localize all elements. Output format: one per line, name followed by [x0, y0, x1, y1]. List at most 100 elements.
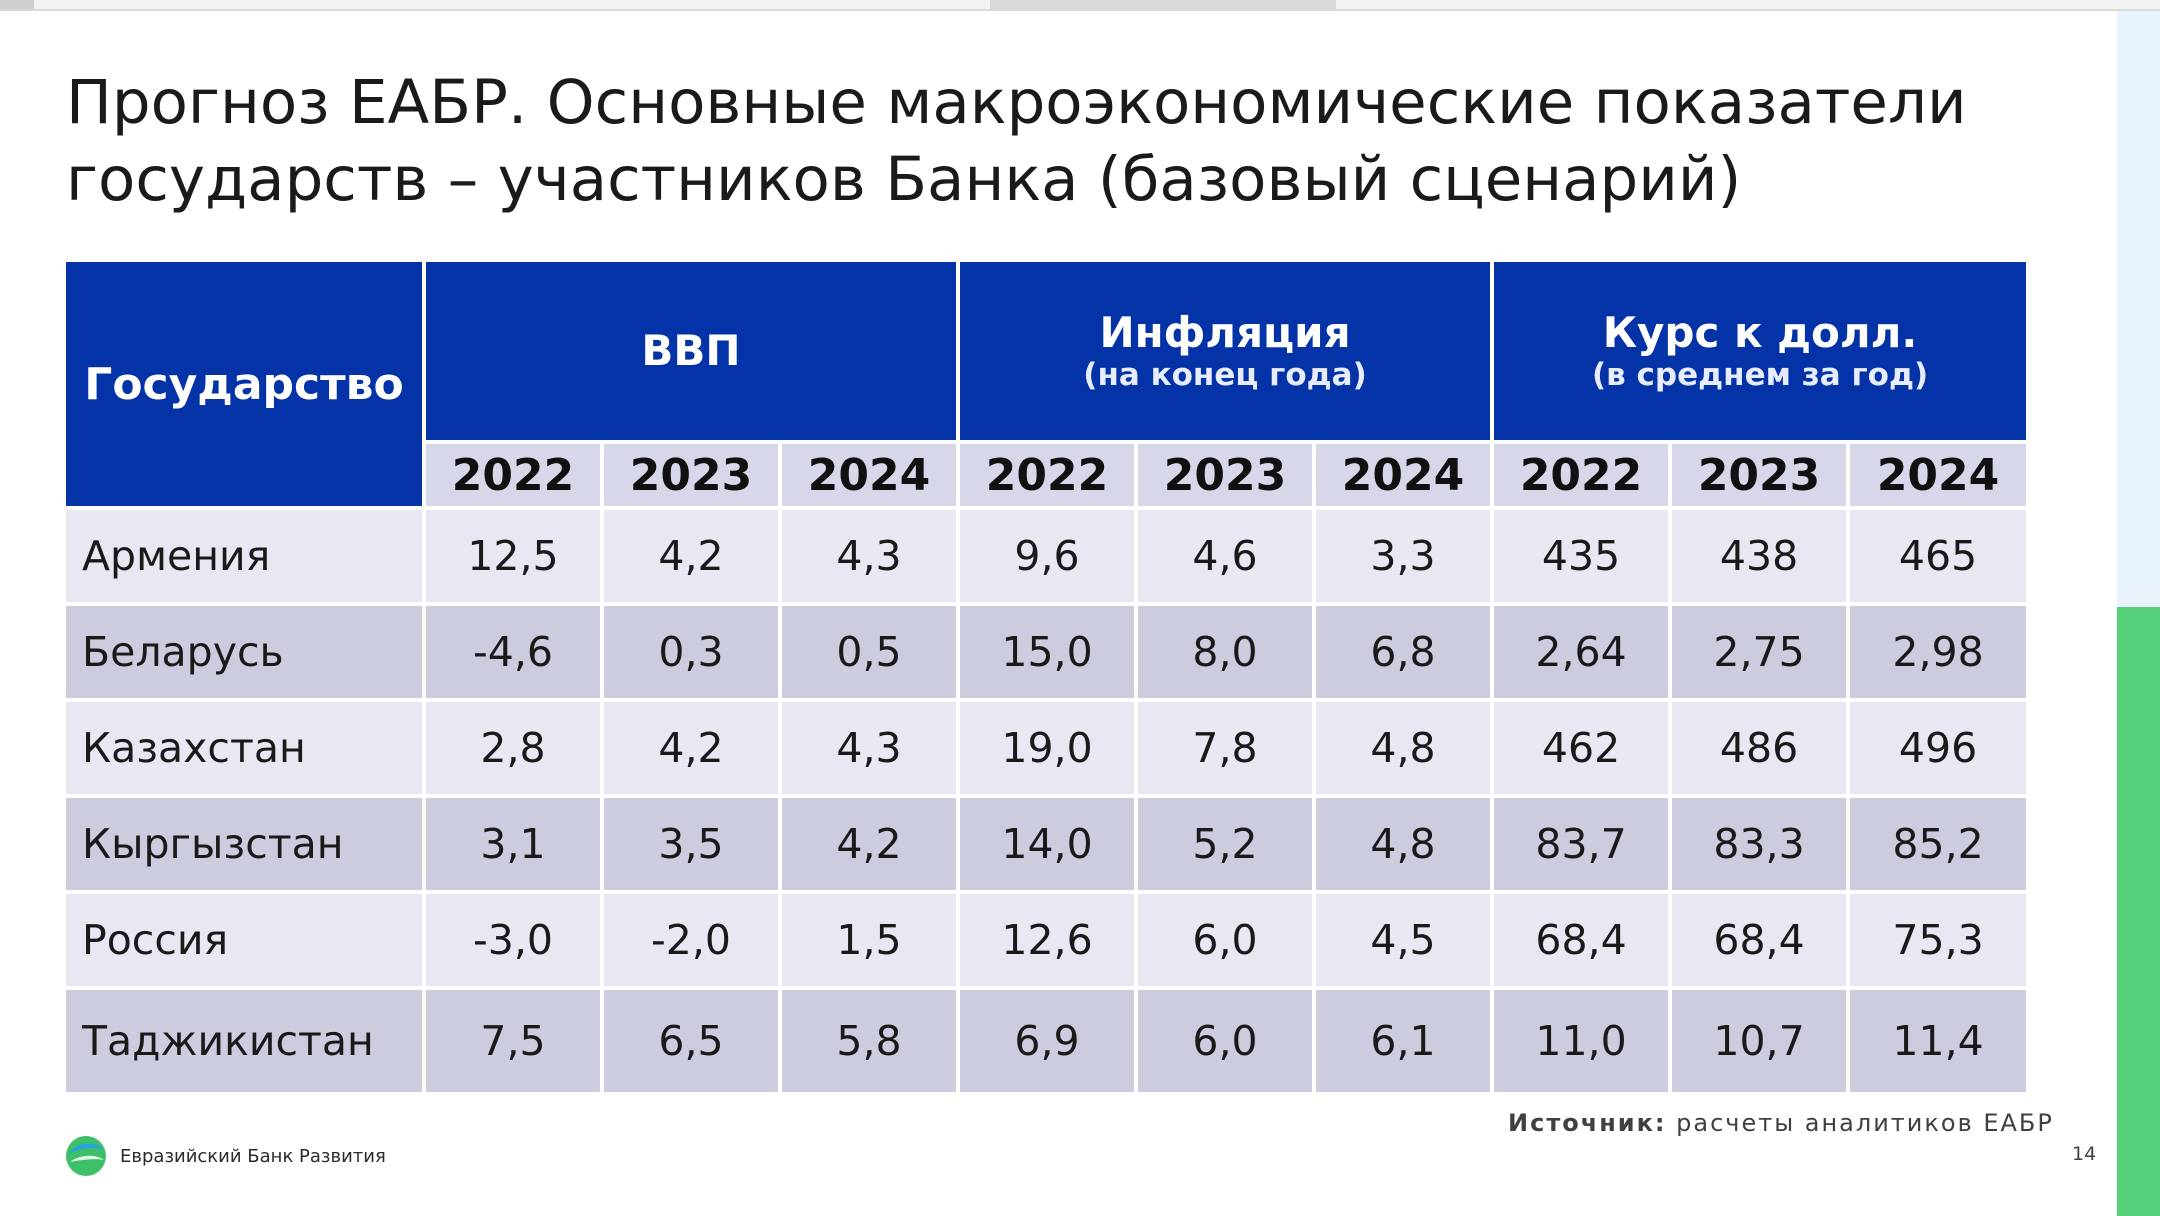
table-cell: 7,5: [426, 990, 604, 1096]
header-group-exchange-rate-title: Курс к долл.: [1602, 308, 1918, 357]
side-strip-green: [2117, 607, 2160, 1216]
header-year: 2024: [1850, 444, 2027, 510]
header-year: 2022: [1494, 444, 1673, 510]
table-cell: -3,0: [426, 894, 604, 990]
table-cell: 6,5: [604, 990, 782, 1096]
table-cell: 6,0: [1138, 990, 1317, 1096]
source-text: расчеты аналитиков ЕАБР: [1676, 1109, 2054, 1137]
logo-text: Евразийский Банк Развития: [120, 1145, 386, 1167]
table-cell: 4,3: [782, 510, 961, 606]
header-year: 2022: [960, 444, 1139, 510]
table-cell: 6,1: [1316, 990, 1495, 1096]
table-cell: 4,2: [782, 798, 961, 894]
table-cell: 496: [1850, 702, 2027, 798]
table-cell: 2,75: [1672, 606, 1851, 702]
table-cell: 14,0: [960, 798, 1139, 894]
table-cell: 4,8: [1316, 702, 1495, 798]
table-cell: 3,3: [1316, 510, 1495, 606]
table-cell: 0,3: [604, 606, 782, 702]
top-bar-marker-left: [0, 0, 34, 9]
table-cell: 11,0: [1494, 990, 1673, 1096]
header-year: 2023: [1138, 444, 1317, 510]
forecast-table: Государство ВВП Инфляция (на конец года)…: [66, 262, 2027, 1096]
table-cell: 5,8: [782, 990, 961, 1096]
table-cell: 4,5: [1316, 894, 1495, 990]
table-cell: 15,0: [960, 606, 1139, 702]
table-cell: 1,5: [782, 894, 961, 990]
country-name: Таджикистан: [66, 990, 426, 1096]
table-header-row-years: 2022 2023 2024 2022 2023 2024 2022 2023 …: [66, 444, 2027, 510]
header-year: 2023: [604, 444, 782, 510]
side-strip-blue: [2117, 11, 2160, 607]
header-group-inflation-subtitle: (на конец года): [1083, 357, 1367, 393]
top-bar-marker-center: [990, 0, 1336, 9]
table-cell: 2,64: [1494, 606, 1673, 702]
table-cell: 462: [1494, 702, 1673, 798]
table-cell: 2,98: [1850, 606, 2027, 702]
table-cell: 83,3: [1672, 798, 1851, 894]
table-cell: 486: [1672, 702, 1851, 798]
table-row: Армения 12,5 4,2 4,3 9,6 4,6 3,3 435 438…: [66, 510, 2027, 606]
header-year: 2024: [1316, 444, 1495, 510]
header-year: 2023: [1672, 444, 1851, 510]
header-group-inflation-title: Инфляция: [1099, 308, 1351, 357]
header-state: Государство: [66, 262, 426, 510]
table-cell: 11,4: [1850, 990, 2027, 1096]
country-name: Кыргызстан: [66, 798, 426, 894]
header-group-exchange-rate-subtitle: (в среднем за год): [1591, 357, 1929, 393]
edb-logo-icon: [66, 1136, 106, 1176]
table-cell: 4,8: [1316, 798, 1495, 894]
table-cell: 3,1: [426, 798, 604, 894]
table-cell: 12,6: [960, 894, 1139, 990]
table-cell: 3,5: [604, 798, 782, 894]
table-cell: 4,6: [1138, 510, 1317, 606]
header-group-gdp-title: ВВП: [641, 326, 741, 375]
table-cell: 19,0: [960, 702, 1139, 798]
page-number: 14: [2072, 1143, 2097, 1165]
table-cell: 6,8: [1316, 606, 1495, 702]
table-cell: -2,0: [604, 894, 782, 990]
header-year: 2024: [782, 444, 961, 510]
table-row: Казахстан 2,8 4,2 4,3 19,0 7,8 4,8 462 4…: [66, 702, 2027, 798]
table-cell: 9,6: [960, 510, 1139, 606]
table-cell: -4,6: [426, 606, 604, 702]
header-group-exchange-rate: Курс к долл. (в среднем за год): [1494, 262, 2027, 444]
country-name: Россия: [66, 894, 426, 990]
table-cell: 68,4: [1494, 894, 1673, 990]
logo: Евразийский Банк Развития: [64, 1134, 386, 1178]
table-cell: 10,7: [1672, 990, 1851, 1096]
slide-title-line-2: государств – участников Банка (базовый с…: [66, 144, 1742, 215]
table-cell: 435: [1494, 510, 1673, 606]
table-cell: 83,7: [1494, 798, 1673, 894]
table-row: Кыргызстан 3,1 3,5 4,2 14,0 5,2 4,8 83,7…: [66, 798, 2027, 894]
table-cell: 438: [1672, 510, 1851, 606]
table-cell: 5,2: [1138, 798, 1317, 894]
table-row: Россия -3,0 -2,0 1,5 12,6 6,0 4,5 68,4 6…: [66, 894, 2027, 990]
header-group-inflation: Инфляция (на конец года): [960, 262, 1495, 444]
header-year: 2022: [426, 444, 604, 510]
table-cell: 8,0: [1138, 606, 1317, 702]
table-cell: 4,2: [604, 510, 782, 606]
table-cell: 6,9: [960, 990, 1139, 1096]
slide-title: Прогноз ЕАБР. Основные макроэкономически…: [66, 64, 2096, 218]
source-note: Источник: расчеты аналитиков ЕАБР: [1508, 1109, 2060, 1137]
source-label: Источник:: [1508, 1109, 1667, 1137]
country-name: Беларусь: [66, 606, 426, 702]
table-cell: 68,4: [1672, 894, 1851, 990]
header-group-gdp: ВВП: [426, 262, 961, 444]
table-cell: 75,3: [1850, 894, 2027, 990]
slide-title-line-1: Прогноз ЕАБР. Основные макроэкономически…: [66, 67, 1967, 138]
country-name: Казахстан: [66, 702, 426, 798]
table-row: Беларусь -4,6 0,3 0,5 15,0 8,0 6,8 2,64 …: [66, 606, 2027, 702]
table-row: Таджикистан 7,5 6,5 5,8 6,9 6,0 6,1 11,0…: [66, 990, 2027, 1096]
table-cell: 0,5: [782, 606, 961, 702]
table-cell: 6,0: [1138, 894, 1317, 990]
table-cell: 85,2: [1850, 798, 2027, 894]
table-cell: 465: [1850, 510, 2027, 606]
table-cell: 2,8: [426, 702, 604, 798]
table-cell: 12,5: [426, 510, 604, 606]
table-cell: 7,8: [1138, 702, 1317, 798]
table-cell: 4,3: [782, 702, 961, 798]
table-header-row-groups: Государство ВВП Инфляция (на конец года)…: [66, 262, 2027, 510]
table-cell: 4,2: [604, 702, 782, 798]
